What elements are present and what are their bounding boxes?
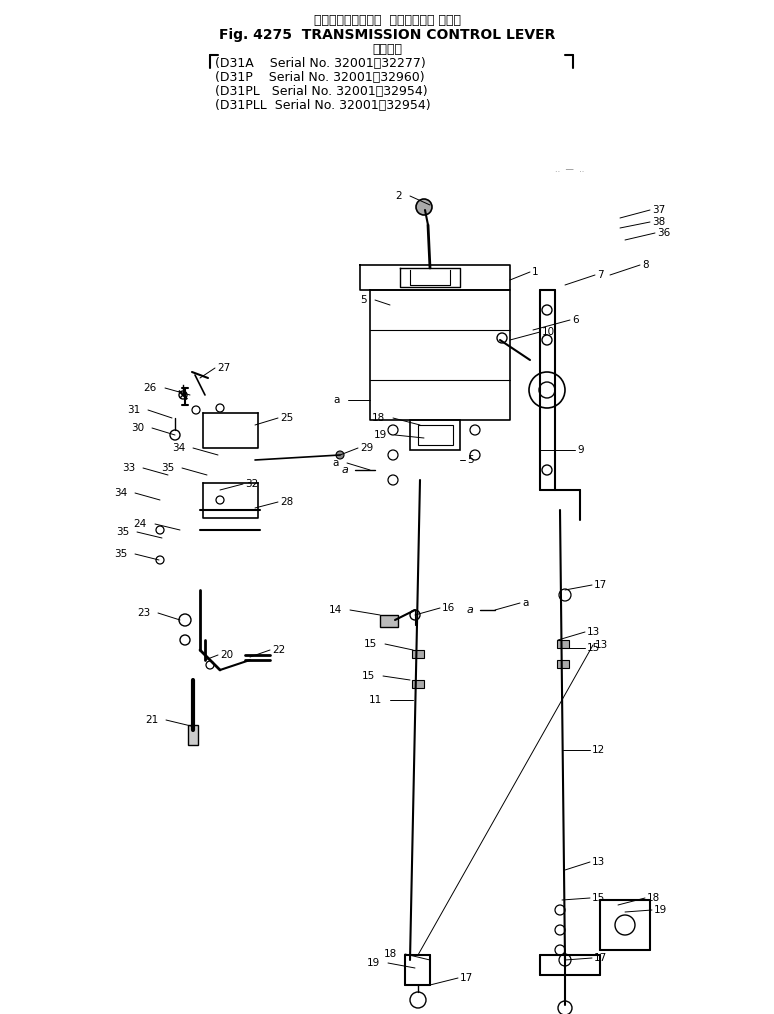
- Text: 12: 12: [592, 745, 605, 755]
- Text: 21: 21: [145, 715, 158, 725]
- Text: 15: 15: [587, 643, 601, 653]
- Text: 35: 35: [116, 527, 129, 537]
- Circle shape: [416, 199, 432, 215]
- Text: 26: 26: [144, 383, 157, 393]
- Bar: [188, 725, 198, 745]
- Text: 38: 38: [652, 217, 665, 227]
- Bar: [380, 615, 398, 627]
- Text: 37: 37: [652, 205, 665, 215]
- Text: 15: 15: [361, 671, 375, 681]
- Text: 2: 2: [396, 191, 402, 201]
- Text: 29: 29: [360, 443, 373, 453]
- Bar: [412, 680, 424, 689]
- Text: トランスミッション  コントロール レバー: トランスミッション コントロール レバー: [313, 14, 461, 27]
- Text: a: a: [334, 395, 340, 405]
- Text: 32: 32: [245, 479, 259, 489]
- Text: 28: 28: [280, 497, 293, 507]
- Text: 20: 20: [220, 650, 233, 660]
- Text: 6: 6: [572, 315, 579, 325]
- Text: 11: 11: [368, 695, 382, 705]
- Text: 適用号機: 適用号機: [372, 43, 402, 56]
- Text: Fig. 4275  TRANSMISSION CONTROL LEVER: Fig. 4275 TRANSMISSION CONTROL LEVER: [219, 28, 555, 42]
- Text: 15: 15: [364, 639, 377, 649]
- Text: 27: 27: [217, 363, 230, 373]
- Bar: [557, 660, 569, 668]
- Text: 5: 5: [361, 295, 367, 305]
- Text: 18: 18: [372, 413, 385, 423]
- Text: 13: 13: [592, 857, 605, 867]
- Text: 25: 25: [280, 413, 293, 423]
- Text: 1: 1: [532, 267, 539, 277]
- Text: 24: 24: [134, 519, 147, 529]
- Text: 16: 16: [442, 603, 455, 613]
- Text: 19: 19: [367, 958, 380, 968]
- Text: 17: 17: [594, 580, 608, 590]
- Text: 36: 36: [657, 228, 670, 238]
- Bar: [557, 640, 569, 648]
- Text: 18: 18: [647, 893, 660, 903]
- Text: 34: 34: [172, 443, 185, 453]
- Text: a: a: [466, 605, 473, 615]
- Text: 23: 23: [137, 608, 150, 618]
- Text: 33: 33: [122, 463, 135, 473]
- Bar: [418, 425, 453, 445]
- Text: (D31PL   Serial No. 32001～32954): (D31PL Serial No. 32001～32954): [215, 85, 427, 98]
- Text: 30: 30: [131, 423, 144, 433]
- Text: 35: 35: [114, 549, 127, 559]
- Bar: [412, 650, 424, 658]
- Text: 19: 19: [654, 906, 667, 915]
- Text: a: a: [522, 598, 529, 608]
- Text: 13: 13: [595, 640, 608, 650]
- Text: 17: 17: [594, 953, 608, 963]
- Text: 10: 10: [542, 327, 555, 337]
- Text: (D31PLL  Serial No. 32001～32954): (D31PLL Serial No. 32001～32954): [215, 99, 430, 112]
- Text: 22: 22: [272, 645, 286, 655]
- Text: 7: 7: [597, 270, 604, 280]
- Text: ..  —  ..: .. — ..: [555, 165, 584, 174]
- Text: 17: 17: [460, 973, 473, 983]
- Text: 8: 8: [642, 260, 649, 270]
- Text: 9: 9: [577, 445, 584, 455]
- Text: 14: 14: [329, 605, 342, 615]
- Text: 18: 18: [384, 949, 397, 959]
- Text: 34: 34: [114, 488, 127, 498]
- Text: (D31A    Serial No. 32001～32277): (D31A Serial No. 32001～32277): [215, 57, 426, 70]
- Text: a: a: [333, 458, 339, 468]
- Text: 5: 5: [467, 455, 474, 465]
- Text: 19: 19: [374, 430, 387, 440]
- Text: 35: 35: [161, 463, 174, 473]
- Text: a: a: [341, 465, 348, 475]
- Circle shape: [336, 451, 344, 459]
- Bar: [410, 420, 460, 450]
- Text: 31: 31: [127, 405, 140, 415]
- Text: 13: 13: [587, 627, 601, 637]
- Text: 15: 15: [592, 893, 605, 903]
- Text: (D31P    Serial No. 32001～32960): (D31P Serial No. 32001～32960): [215, 71, 425, 84]
